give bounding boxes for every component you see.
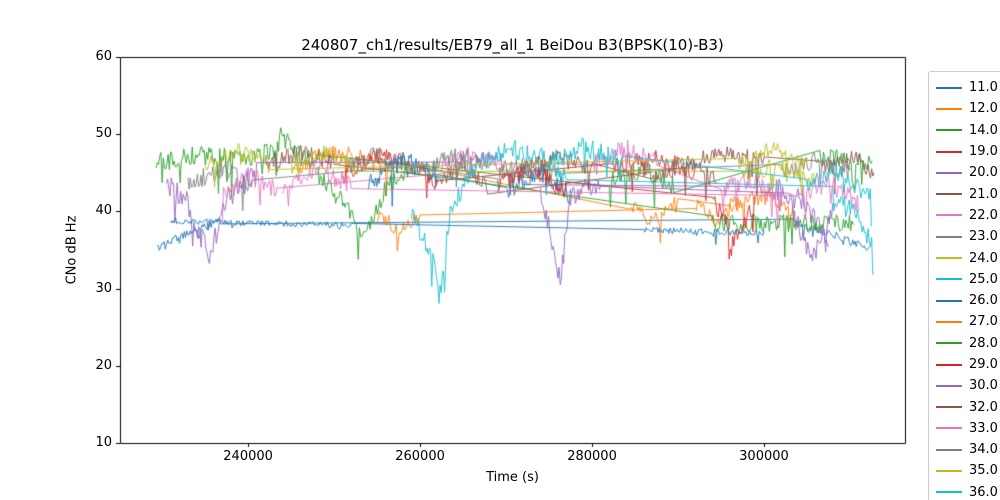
legend-label: 34.0: [969, 442, 998, 458]
legend-label: 12.0: [969, 101, 998, 117]
legend-label: 14.0: [969, 122, 998, 138]
y-axis-label: CNo dB Hz: [64, 215, 80, 285]
legend-item: 33.0: [936, 418, 1000, 439]
legend-item: 22.0: [936, 205, 1000, 226]
x-tick-label: 300000: [739, 449, 789, 464]
legend-item: 24.0: [936, 247, 1000, 268]
legend-line-sample: [936, 469, 962, 472]
legend-item: 11.0: [936, 77, 1000, 98]
legend-item: 21.0: [936, 183, 1000, 204]
legend-item: 35.0: [936, 460, 1000, 481]
legend-label: 22.0: [969, 207, 998, 223]
legend-item: 32.0: [936, 396, 1000, 417]
legend-line-sample: [936, 278, 962, 281]
legend-item: 20.0: [936, 162, 1000, 183]
legend-line-sample: [936, 320, 962, 323]
legend-label: 29.0: [969, 357, 998, 372]
legend-label: 20.0: [969, 165, 998, 181]
legend-label: 24.0: [969, 250, 998, 266]
legend-line-sample: [936, 86, 962, 89]
legend-line-sample: [936, 171, 962, 174]
legend-line-sample: [936, 491, 962, 494]
legend-item: 26.0: [936, 290, 1000, 311]
legend-label: 35.0: [969, 463, 998, 479]
legend-item: 30.0: [936, 375, 1000, 396]
legend-label: 32.0: [969, 399, 998, 415]
legend-line-sample: [936, 427, 962, 430]
legend-label: 23.0: [969, 229, 998, 245]
legend-line-sample: [936, 107, 962, 110]
legend-label: 36.0: [969, 484, 998, 500]
chart-title: 240807_ch1/results/EB79_all_1 BeiDou B3(…: [301, 36, 724, 54]
legend-label: 19.0: [969, 144, 998, 160]
legend-label: 27.0: [969, 314, 998, 330]
y-tick-label: 20: [95, 357, 112, 373]
legend: 11.0 12.0 14.0 19.0 20.0 21.0 22.0 23.0 24.0 25.0…: [928, 71, 1000, 500]
legend-label: 33.0: [969, 420, 998, 436]
legend-line-sample: [936, 257, 962, 260]
legend-line-sample: [936, 363, 962, 366]
legend-label: 11.0: [969, 80, 998, 96]
legend-line-sample: [936, 406, 962, 409]
x-axis-label: Time (s): [486, 470, 539, 485]
x-tick-label: 260000: [395, 449, 445, 464]
legend-line-sample: [936, 214, 962, 217]
y-tick-label: 60: [95, 49, 112, 64]
y-tick-label: 50: [95, 126, 112, 142]
legend-line-sample: [936, 384, 962, 387]
legend-item: 12.0: [936, 98, 1000, 119]
legend-line-sample: [936, 193, 962, 196]
legend-item: 25.0: [936, 269, 1000, 290]
legend-line-sample: [936, 448, 962, 451]
legend-label: 28.0: [969, 335, 998, 351]
y-tick-label: 40: [95, 203, 112, 219]
legend-line-sample: [936, 299, 962, 302]
y-tick-label: 10: [95, 435, 112, 450]
y-tick-label: 30: [95, 280, 112, 296]
legend-item: 34.0: [936, 439, 1000, 460]
legend-line-sample: [936, 129, 962, 132]
legend-item: 19.0: [936, 141, 1000, 162]
legend-item: 29.0: [936, 354, 1000, 375]
legend-item: 36.0: [936, 482, 1000, 500]
legend-label: 30.0: [969, 378, 998, 394]
legend-label: 21.0: [969, 186, 998, 202]
legend-item: 28.0: [936, 333, 1000, 354]
x-tick-label: 280000: [567, 449, 617, 464]
legend-line-sample: [936, 342, 962, 345]
legend-item: 23.0: [936, 226, 1000, 247]
legend-label: 26.0: [969, 293, 998, 309]
legend-item: 14.0: [936, 120, 1000, 141]
legend-label: 25.0: [969, 271, 998, 287]
legend-line-sample: [936, 150, 962, 153]
legend-item: 27.0: [936, 311, 1000, 332]
x-tick-label: 240000: [223, 449, 273, 464]
legend-line-sample: [936, 235, 962, 238]
